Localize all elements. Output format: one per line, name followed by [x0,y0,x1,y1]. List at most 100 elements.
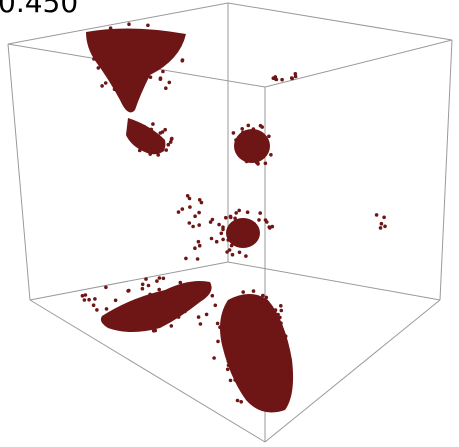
particle [159,35,163,39]
particle [250,306,254,310]
particle [226,368,230,372]
particle [210,237,214,241]
particle [159,76,163,80]
cluster [101,281,212,332]
particle [164,148,168,152]
particle [188,221,192,225]
particle [247,317,251,321]
particle [228,248,232,252]
particle [143,125,147,129]
particle [246,210,250,214]
particle [135,59,139,63]
particle [92,303,96,307]
particle [283,382,287,386]
particle [124,41,128,45]
particle [226,349,230,353]
particle [197,315,201,319]
particle [232,325,236,329]
particle [108,46,112,50]
box-edge [228,3,452,40]
particle [252,145,256,149]
particle [167,143,171,147]
particle [242,298,246,302]
particle [100,84,104,88]
particle [138,149,142,153]
particle [172,287,176,291]
particle [221,238,225,242]
particle [226,238,230,242]
particle [132,138,136,142]
particle [135,38,139,42]
particle [233,217,237,221]
particle [279,321,283,325]
particle [231,238,235,242]
particle [238,233,242,237]
particle [144,277,148,281]
particle [227,359,231,363]
particle [115,83,119,87]
particle [252,231,256,235]
particle [255,363,259,367]
particle [173,39,177,43]
particle [250,389,254,393]
particle [220,232,224,236]
particle [120,34,124,38]
particle [380,222,384,226]
particle [198,198,202,202]
particle [294,75,298,79]
particle [193,214,197,218]
particle [247,357,251,361]
particle [190,287,194,291]
particle [110,38,114,42]
particle [158,276,162,280]
particle [265,296,269,300]
particle [188,205,192,209]
particle [236,237,240,241]
particle [274,308,278,312]
particle [229,225,233,229]
particle [167,47,171,51]
particle [199,322,203,326]
particle [168,301,172,305]
particle [240,127,244,131]
particle [225,310,229,314]
particle [254,295,258,299]
particle [249,340,253,344]
particle [279,304,283,308]
particle [252,222,256,226]
particle [117,30,121,34]
particle [164,86,168,90]
particle [181,207,185,211]
particle [244,254,248,258]
particle [272,76,276,80]
particle [170,137,174,141]
particle [230,244,234,248]
particle [177,315,181,319]
particle [169,34,173,38]
particle [276,313,280,317]
particle [183,303,187,307]
particle [146,128,150,132]
particle [217,223,221,227]
particle [265,312,269,316]
particle [232,131,236,135]
particle [147,146,151,150]
particle [257,218,261,222]
particle [155,279,159,283]
particle [245,160,249,164]
particle [214,304,218,308]
particle [162,277,166,281]
particle [251,364,255,368]
particle [273,375,277,379]
particle [235,365,239,369]
particle [215,240,219,244]
particle [171,294,175,298]
box-edge [228,262,440,300]
particle [104,286,108,290]
particle [100,48,104,52]
particle [143,41,147,45]
particle [92,57,96,61]
particle [95,308,99,312]
particle [132,133,136,137]
particle [233,378,237,382]
